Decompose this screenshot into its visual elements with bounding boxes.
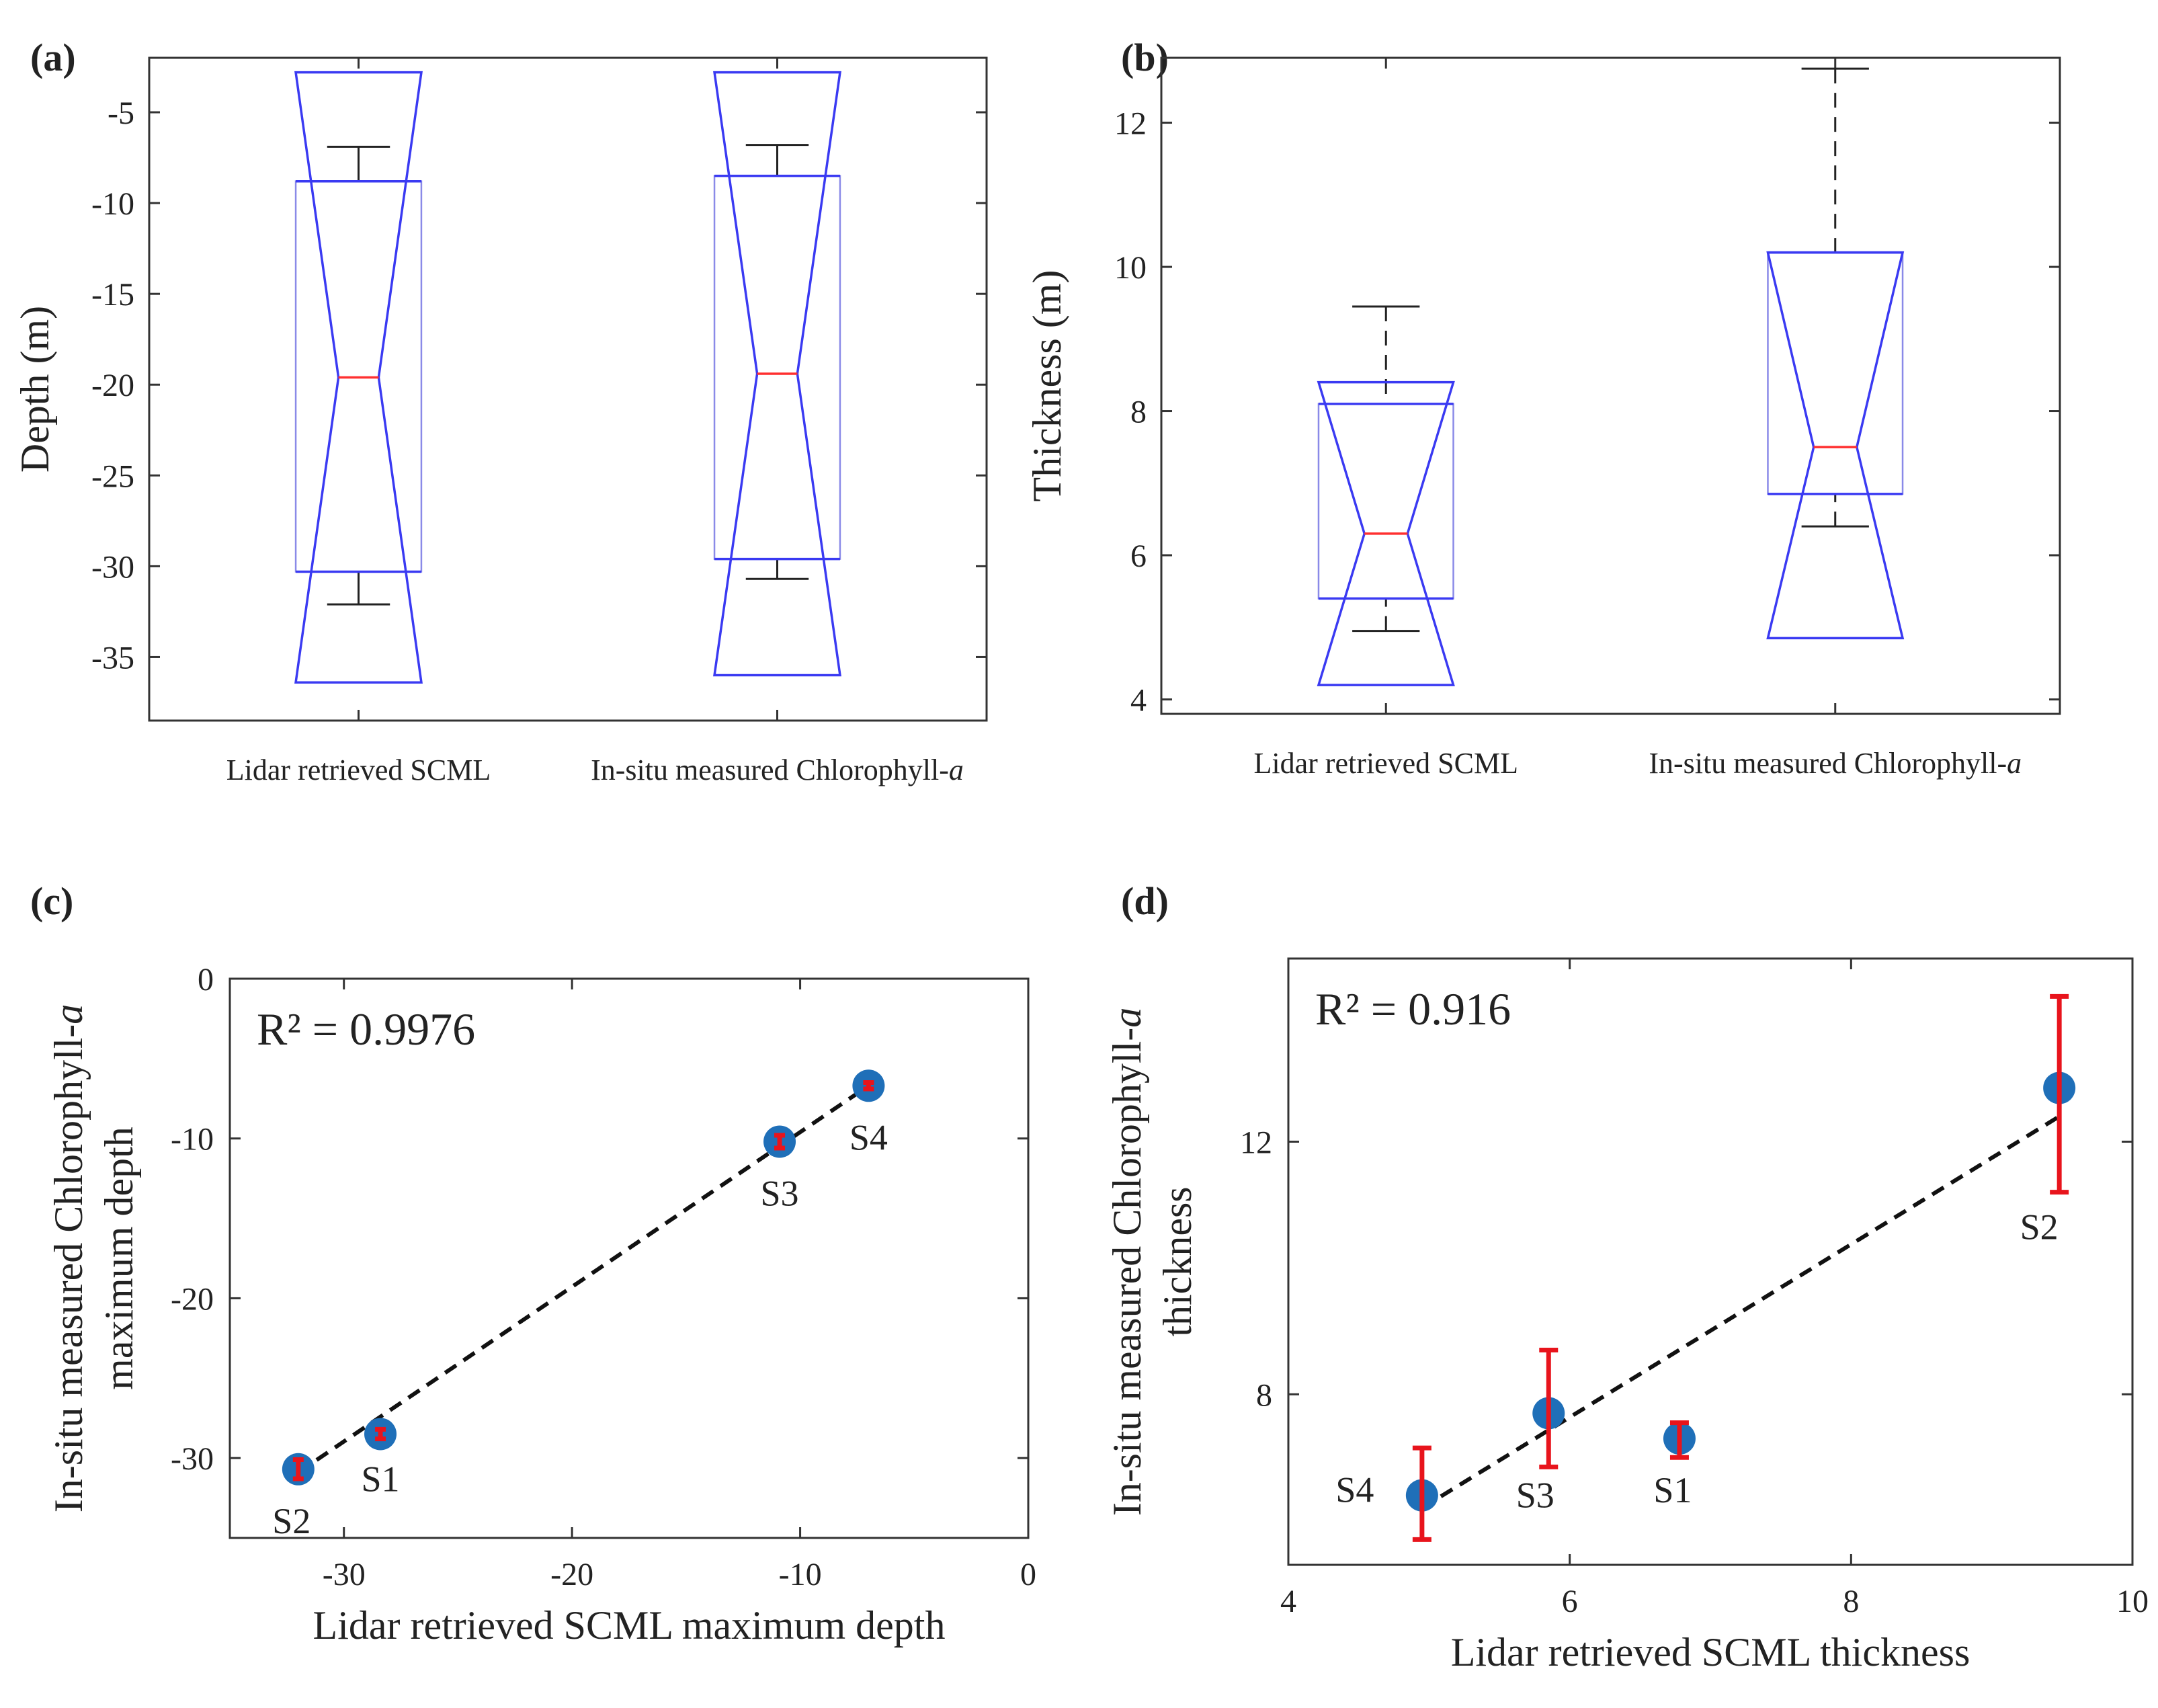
panel-c: (c) -30 -20 -10 0 -30 -20 -10 0 S1 S2 S3 S4 R² = 0.99… xyxy=(30,879,1036,1648)
y-tick-label: -10 xyxy=(91,186,134,222)
point-S3: S3 xyxy=(1516,1348,1565,1516)
point-label: S2 xyxy=(2020,1207,2059,1248)
plot-frame xyxy=(1287,957,2134,1566)
iqr-box xyxy=(1767,251,1904,495)
x-axis-label: Lidar retrieved SCML maximum depth xyxy=(313,1603,946,1648)
y-axis-label: Depth (m) xyxy=(13,306,57,473)
point-S1: S1 xyxy=(1653,1420,1696,1510)
category-label: Lidar retrieved SCML xyxy=(1254,747,1518,780)
point-S3: S3 xyxy=(760,1125,799,1213)
point-S2: S2 xyxy=(272,1453,315,1541)
category-label: In-situ measured Chlorophyll-a xyxy=(1649,747,2022,780)
y-tick-label: 12 xyxy=(1114,106,1147,142)
y-tick-label: -35 xyxy=(91,640,134,676)
panel-d: (d) 4 6 8 10 8 12 S1 S2 S3 S4 R² = 0.916 Lidar retri… xyxy=(1105,879,2149,1674)
iqr-box xyxy=(713,175,841,560)
y-tick-label: -25 xyxy=(91,458,134,494)
panel-label: (a) xyxy=(30,36,76,79)
point-S2: S2 xyxy=(2020,993,2076,1248)
x-tick-label: -30 xyxy=(323,1557,366,1592)
y-tick-label: -10 xyxy=(171,1122,214,1157)
box-1: Lidar retrieved SCML xyxy=(226,58,491,786)
y-tick-label: 8 xyxy=(1256,1377,1272,1413)
y-tick-label: -20 xyxy=(91,368,134,403)
panel-a: (a) -35 -30 -25 -20 -15 -10 -5 Lidar retrieved S… xyxy=(13,36,988,786)
category-label: In-situ measured Chlorophyll-a xyxy=(591,754,964,786)
box-2: In-situ measured Chlorophyll-a xyxy=(1649,58,2022,780)
y-axis-label-line2: maximum depth xyxy=(97,1127,141,1390)
point-label: S1 xyxy=(361,1459,399,1499)
y-tick-label: 8 xyxy=(1130,395,1147,430)
y-tick-label: 6 xyxy=(1130,538,1147,574)
y-axis-label-line1: In-situ measured Chlorophyll-a xyxy=(46,1004,91,1513)
x-tick-label: 10 xyxy=(2116,1584,2149,1619)
y-axis-label-line2: thickness xyxy=(1155,1186,1200,1336)
x-tick-label: 0 xyxy=(1020,1557,1036,1592)
point-label: S1 xyxy=(1653,1470,1692,1510)
x-tick-label: 8 xyxy=(1843,1584,1859,1619)
y-tick-label: -20 xyxy=(171,1281,214,1317)
y-axis-label-line1: In-situ measured Chlorophyll-a xyxy=(1105,1008,1149,1516)
plot-frame xyxy=(148,56,988,722)
panel-label: (c) xyxy=(30,879,73,923)
point-S4: S4 xyxy=(849,1069,888,1157)
point-label: S4 xyxy=(849,1117,888,1157)
box-2: In-situ measured Chlorophyll-a xyxy=(591,58,964,786)
point-S4: S4 xyxy=(1335,1445,1438,1542)
point-label: S3 xyxy=(1516,1475,1554,1516)
box-1: Lidar retrieved SCML xyxy=(1254,58,1518,780)
y-tick-label: -15 xyxy=(91,277,134,313)
y-tick-label: -30 xyxy=(91,549,134,585)
y-tick-label: -30 xyxy=(171,1441,214,1477)
point-label: S2 xyxy=(272,1501,310,1541)
notch-outline xyxy=(1766,251,1905,640)
x-tick-label: -10 xyxy=(779,1557,822,1592)
x-tick-label: 6 xyxy=(1562,1584,1578,1619)
panel-label: (d) xyxy=(1121,879,1169,923)
r-squared-annotation: R² = 0.916 xyxy=(1315,983,1511,1034)
y-tick-label: 12 xyxy=(1240,1125,1272,1160)
point-S1: S1 xyxy=(361,1418,400,1499)
x-tick-label: 4 xyxy=(1280,1584,1296,1619)
x-axis-label: Lidar retrieved SCML thickness xyxy=(1451,1630,1970,1674)
y-tick-label: 4 xyxy=(1130,683,1147,719)
r-squared-annotation: R² = 0.9976 xyxy=(257,1004,475,1055)
y-tick-label: 10 xyxy=(1114,250,1147,286)
x-tick-label: -20 xyxy=(550,1557,593,1592)
fit-line xyxy=(297,1084,870,1475)
y-tick-label: 0 xyxy=(198,962,214,998)
plot-frame xyxy=(1160,56,2061,715)
iqr-box xyxy=(1317,403,1454,600)
category-label: Lidar retrieved SCML xyxy=(226,754,491,786)
y-tick-label: -5 xyxy=(108,95,134,131)
y-axis-label: Thickness (m) xyxy=(1025,270,1069,502)
point-label: S4 xyxy=(1335,1470,1374,1510)
fit-line xyxy=(1421,1114,2061,1510)
point-label: S3 xyxy=(760,1173,798,1213)
plot-frame xyxy=(229,977,1030,1539)
